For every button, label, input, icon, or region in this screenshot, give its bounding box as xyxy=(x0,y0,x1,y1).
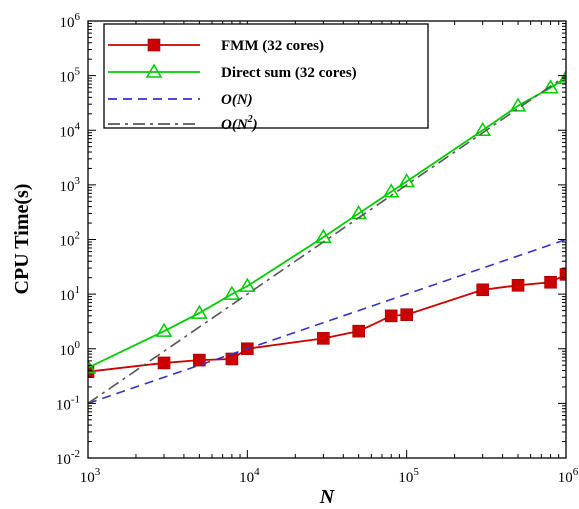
data-point-0 xyxy=(384,309,398,323)
x-tick-label: 106 xyxy=(558,466,579,486)
y-tick-label: 102 xyxy=(60,230,81,250)
data-point-1 xyxy=(155,322,173,337)
series-layer xyxy=(88,69,566,405)
y-axis-title: CPU Time(s) xyxy=(11,184,33,295)
y-tick-label: 10-1 xyxy=(56,393,80,413)
data-point-1 xyxy=(542,79,559,94)
legend-label-2: O(N) xyxy=(221,92,253,108)
data-point-0 xyxy=(544,275,557,289)
data-point-1 xyxy=(223,285,241,300)
data-point-1 xyxy=(398,173,415,188)
tick-labels: 103 104 105 106 10-2 10-1 100 101 102 103 104 105 10… xyxy=(56,11,579,486)
x-axis-title: N xyxy=(319,486,336,508)
data-point-0 xyxy=(400,308,413,322)
series-line-3 xyxy=(88,74,566,405)
data-point-0 xyxy=(317,332,330,345)
x-tick-label: 104 xyxy=(239,466,260,486)
y-tick-label: 10-2 xyxy=(56,448,80,468)
series-line-1 xyxy=(88,77,566,369)
data-point-1 xyxy=(239,277,256,292)
data-point-1 xyxy=(474,121,491,136)
axes xyxy=(87,20,567,459)
data-point-1 xyxy=(88,359,97,374)
y-tick-label: 103 xyxy=(60,175,81,195)
series-line-2 xyxy=(88,238,566,405)
y-tick-label: 106 xyxy=(60,11,81,31)
y-tick-label: 100 xyxy=(60,339,81,359)
legend-label-1: Direct sum (32 cores) xyxy=(221,65,357,81)
data-point-1 xyxy=(509,97,527,112)
x-tick-label: 105 xyxy=(398,466,419,486)
data-point-0 xyxy=(476,283,489,297)
data-point-0 xyxy=(559,268,566,281)
legend-label-0: FMM (32 cores) xyxy=(221,38,324,54)
legend-marker-1 xyxy=(145,63,163,78)
x-tick-label: 103 xyxy=(80,466,101,486)
y-tick-label: 101 xyxy=(60,284,81,304)
legend-marker-0 xyxy=(147,38,161,52)
data-point-1 xyxy=(382,183,400,198)
data-point-0 xyxy=(157,356,171,370)
y-tick-label: 105 xyxy=(60,66,81,86)
data-point-0 xyxy=(225,352,239,366)
legend-label-3: O(N2) xyxy=(221,114,258,133)
y-tick-label: 104 xyxy=(60,120,81,140)
data-point-0 xyxy=(511,279,525,292)
legend: FMM (32 cores) Direct sum (32 cores) O(N) O… xyxy=(103,23,429,133)
data-point-0 xyxy=(352,324,366,338)
data-point-1 xyxy=(191,304,208,319)
data-point-0 xyxy=(193,353,206,367)
